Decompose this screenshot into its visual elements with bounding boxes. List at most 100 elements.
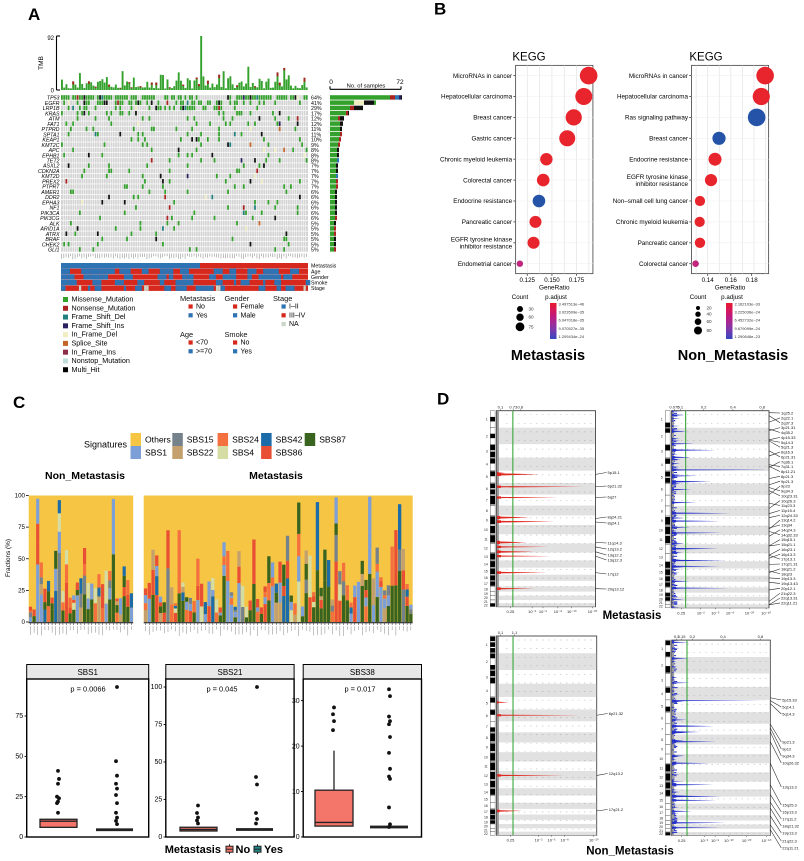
svg-text:Colorectal cancer: Colorectal cancer bbox=[639, 261, 688, 268]
svg-text:9: 9 bbox=[486, 746, 488, 750]
svg-text:Female: Female bbox=[241, 304, 264, 311]
svg-text:18: 18 bbox=[659, 816, 663, 820]
svg-text:10⁻²⁰: 10⁻²⁰ bbox=[742, 838, 752, 843]
svg-text:21q22.3: 21q22.3 bbox=[782, 839, 797, 844]
svg-text:Yes: Yes bbox=[264, 844, 283, 856]
svg-text:20: 20 bbox=[484, 825, 488, 829]
svg-text:Male: Male bbox=[241, 312, 256, 319]
svg-text:12q13.2: 12q13.2 bbox=[608, 547, 623, 552]
svg-text:17: 17 bbox=[484, 810, 488, 814]
svg-text:10⁻²: 10⁻² bbox=[535, 838, 544, 843]
svg-text:10: 10 bbox=[484, 528, 488, 532]
svg-text:9p12: 9p12 bbox=[782, 747, 792, 752]
svg-text:75: 75 bbox=[529, 324, 535, 329]
svg-text:5%: 5% bbox=[311, 248, 319, 254]
svg-text:9: 9 bbox=[661, 748, 663, 752]
svg-text:1.1: 1.1 bbox=[512, 630, 518, 635]
svg-text:30: 30 bbox=[292, 698, 300, 705]
svg-text:No: No bbox=[196, 304, 205, 311]
svg-text:6p21.32: 6p21.32 bbox=[608, 484, 623, 489]
svg-text:Colorectal cancer: Colorectal cancer bbox=[463, 177, 512, 184]
svg-text:19p13.3: 19p13.3 bbox=[782, 831, 797, 836]
svg-text:6p21.31: 6p21.31 bbox=[781, 454, 796, 459]
svg-text:22: 22 bbox=[484, 832, 488, 836]
svg-text:No. of samples: No. of samples bbox=[347, 84, 386, 90]
svg-text:4: 4 bbox=[661, 463, 663, 467]
svg-text:2: 2 bbox=[661, 664, 663, 668]
svg-text:2.162103e–33: 2.162103e–33 bbox=[735, 302, 761, 307]
svg-text:13q14.2: 13q14.2 bbox=[781, 518, 796, 523]
svg-text:1: 1 bbox=[486, 418, 488, 422]
svg-text:AMER1: AMER1 bbox=[40, 190, 59, 196]
svg-text:Metastasis: Metastasis bbox=[603, 610, 662, 622]
svg-text:8q24.21: 8q24.21 bbox=[608, 515, 623, 520]
svg-text:SBS42: SBS42 bbox=[276, 435, 303, 445]
svg-text:20: 20 bbox=[292, 743, 300, 750]
svg-text:50: 50 bbox=[155, 759, 163, 766]
svg-text:Endocrine resistance: Endocrine resistance bbox=[453, 198, 512, 205]
svg-text:GLI1: GLI1 bbox=[48, 248, 60, 254]
svg-text:20: 20 bbox=[659, 825, 663, 829]
svg-text:10⁻⁸: 10⁻⁸ bbox=[560, 838, 569, 843]
svg-text:Ras signaling pathway: Ras signaling pathway bbox=[625, 115, 689, 122]
svg-text:12: 12 bbox=[659, 775, 663, 779]
svg-text:2: 2 bbox=[661, 434, 663, 438]
svg-text:25: 25 bbox=[18, 587, 25, 594]
svg-text:ARID1A: ARID1A bbox=[39, 227, 60, 233]
svg-text:p = 0.045: p = 0.045 bbox=[206, 685, 237, 694]
svg-text:10⁻¹⁰: 10⁻¹⁰ bbox=[567, 609, 577, 614]
svg-text:0: 0 bbox=[22, 619, 26, 626]
svg-text:SBS1: SBS1 bbox=[145, 448, 167, 458]
svg-text:18q21.2: 18q21.2 bbox=[781, 566, 796, 571]
svg-text:6: 6 bbox=[661, 488, 663, 492]
svg-text:25: 25 bbox=[155, 797, 163, 804]
svg-text:16: 16 bbox=[484, 576, 488, 580]
svg-text:0: 0 bbox=[296, 834, 300, 841]
svg-text:7: 7 bbox=[486, 498, 488, 502]
svg-text:11q14.3: 11q14.3 bbox=[608, 541, 623, 546]
svg-text:3: 3 bbox=[661, 679, 663, 683]
svg-text:KMT2C: KMT2C bbox=[42, 143, 60, 149]
svg-text:10q26.3: 10q26.3 bbox=[781, 498, 796, 503]
svg-text:7: 7 bbox=[661, 499, 663, 503]
svg-text:10⁻⁵: 10⁻⁵ bbox=[547, 838, 556, 843]
svg-text:Chronic myeloid leukemia: Chronic myeloid leukemia bbox=[616, 219, 689, 226]
svg-text:2q37.3: 2q37.3 bbox=[781, 420, 794, 425]
svg-text:Count: Count bbox=[690, 294, 707, 301]
svg-text:KEAP1: KEAP1 bbox=[42, 138, 59, 144]
svg-text:Missense_Mutation: Missense_Mutation bbox=[72, 295, 134, 304]
svg-text:16: 16 bbox=[484, 804, 488, 808]
svg-text:15q15.1: 15q15.1 bbox=[781, 537, 796, 542]
svg-text:SBS21: SBS21 bbox=[217, 668, 242, 677]
svg-text:10q23.31: 10q23.31 bbox=[781, 493, 798, 498]
svg-text:6%: 6% bbox=[311, 200, 319, 206]
svg-text:Chronic myeloid leukemia: Chronic myeloid leukemia bbox=[440, 156, 513, 163]
svg-text:17p13.1: 17p13.1 bbox=[781, 557, 796, 562]
svg-text:13q13.3: 13q13.3 bbox=[782, 785, 797, 790]
svg-text:7%: 7% bbox=[311, 174, 319, 180]
svg-text:Metastasis: Metastasis bbox=[511, 348, 585, 364]
svg-text:17: 17 bbox=[659, 583, 663, 587]
svg-text:inhibitor resistance: inhibitor resistance bbox=[636, 181, 689, 188]
svg-text:0.075: 0.075 bbox=[669, 405, 680, 410]
svg-text:9%: 9% bbox=[311, 143, 319, 149]
svg-text:11q23.3: 11q23.3 bbox=[781, 503, 796, 508]
svg-text:0.25: 0.25 bbox=[507, 609, 516, 614]
svg-text:64%: 64% bbox=[311, 96, 322, 102]
svg-text:18q23: 18q23 bbox=[781, 571, 793, 576]
svg-text:11: 11 bbox=[659, 766, 663, 770]
svg-text:Hepatocellular carcinoma: Hepatocellular carcinoma bbox=[617, 94, 689, 101]
svg-text:inhibitor resistance: inhibitor resistance bbox=[460, 244, 513, 251]
svg-text:Count: Count bbox=[512, 294, 529, 301]
svg-text:Gender: Gender bbox=[311, 275, 329, 281]
svg-text:5q14.3: 5q14.3 bbox=[782, 712, 795, 717]
svg-text:KMT2D: KMT2D bbox=[42, 174, 60, 180]
svg-text:0.4: 0.4 bbox=[720, 634, 726, 639]
svg-text:10⁻²: 10⁻² bbox=[697, 610, 706, 615]
svg-text:Splice_Site: Splice_Site bbox=[72, 339, 108, 348]
svg-text:0.2: 0.2 bbox=[701, 405, 707, 410]
svg-text:5%: 5% bbox=[311, 237, 319, 243]
svg-text:Pancreatic cancer: Pancreatic cancer bbox=[638, 240, 688, 247]
svg-text:5%: 5% bbox=[311, 221, 319, 227]
svg-text:EPHA3: EPHA3 bbox=[42, 200, 59, 206]
